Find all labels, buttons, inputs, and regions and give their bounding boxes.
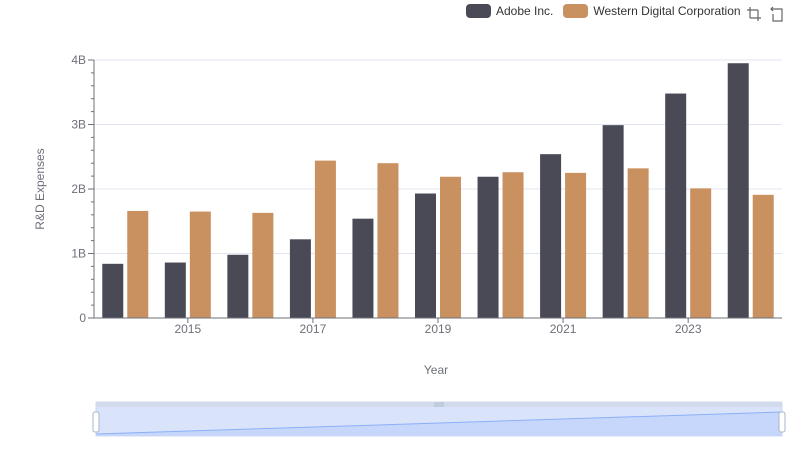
y-axis-title: R&D Expenses — [33, 148, 47, 229]
bar-adobe-2014[interactable] — [102, 263, 124, 318]
legend-swatch-adobe — [466, 4, 491, 18]
y-tick-label: 1B — [71, 247, 86, 261]
x-tick-label: 2023 — [675, 322, 702, 336]
x-tick-label: 2019 — [425, 322, 452, 336]
data-zoom-slider[interactable] — [92, 401, 786, 437]
toolbox — [746, 6, 786, 22]
bar-adobe-2024[interactable] — [727, 63, 749, 318]
bar-adobe-2016[interactable] — [227, 254, 249, 318]
x-tick-label: 2015 — [174, 322, 201, 336]
bar-adobe-2020[interactable] — [477, 176, 499, 318]
bar-western-digital-2020[interactable] — [502, 172, 524, 318]
zoom-select-icon[interactable] — [746, 6, 762, 22]
bar-adobe-2015[interactable] — [164, 262, 186, 318]
bar-western-digital-2018[interactable] — [377, 163, 399, 318]
y-axis: 0 1B 2B 3B 4B — [71, 53, 95, 325]
legend-swatch-western-digital — [563, 4, 589, 18]
x-axis-title: Year — [424, 363, 448, 377]
bar-western-digital-2014[interactable] — [127, 210, 149, 318]
bar-western-digital-2024[interactable] — [752, 194, 774, 318]
restore-icon[interactable] — [770, 6, 786, 22]
bar-western-digital-2022[interactable] — [627, 168, 649, 318]
legend-item-western-digital[interactable]: Western Digital Corporation — [563, 4, 741, 18]
slider-move-handle[interactable] — [434, 402, 444, 407]
x-axis: 2015 2017 2019 2021 2023 — [94, 317, 782, 336]
x-tick-label: 2017 — [300, 322, 327, 336]
legend-label-adobe: Adobe Inc. — [496, 4, 554, 18]
bar-western-digital-2019[interactable] — [440, 176, 461, 318]
legend-label-western-digital: Western Digital Corporation — [593, 4, 741, 18]
bar-adobe-2017[interactable] — [289, 239, 311, 318]
y-tick-label: 3B — [71, 118, 86, 132]
bar-adobe-2018[interactable] — [352, 218, 374, 318]
bar-western-digital-2021[interactable] — [565, 172, 587, 318]
bars — [102, 63, 774, 319]
bar-western-digital-2017[interactable] — [314, 160, 336, 318]
slider-handle-left[interactable] — [92, 411, 100, 433]
bar-western-digital-2015[interactable] — [189, 211, 211, 318]
x-tick-label: 2021 — [550, 322, 577, 336]
y-tick-label: 4B — [71, 53, 86, 67]
bar-western-digital-2023[interactable] — [690, 188, 712, 318]
bar-western-digital-2016[interactable] — [252, 212, 274, 318]
bar-adobe-2021[interactable] — [540, 154, 562, 318]
bar-adobe-2023[interactable] — [665, 93, 687, 318]
bar-adobe-2022[interactable] — [602, 125, 624, 319]
legend-item-adobe[interactable]: Adobe Inc. — [466, 4, 553, 18]
bar-adobe-2019[interactable] — [415, 193, 436, 318]
slider-handle-right[interactable] — [778, 411, 786, 433]
legend: Adobe Inc. Western Digital Corporation — [466, 4, 741, 18]
y-tick-label: 2B — [71, 182, 86, 196]
y-tick-label: 0 — [79, 311, 86, 325]
